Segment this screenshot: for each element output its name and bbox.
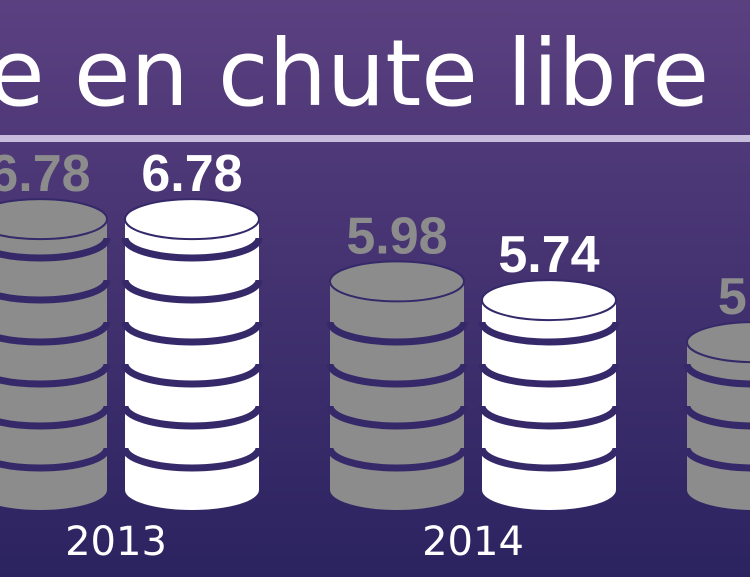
title-underline [0, 135, 750, 142]
coin-edge [326, 405, 468, 430]
coin-edge [683, 405, 750, 430]
coin-top [0, 198, 108, 241]
coin-edge [326, 363, 468, 388]
coin-edge [121, 447, 263, 472]
coin-stack [330, 281, 464, 510]
coin-stack [482, 300, 616, 510]
coin-edge [478, 447, 620, 472]
value-label: 6.78 [0, 145, 91, 203]
value-label: 5.2 [718, 268, 750, 326]
coin-edge [0, 363, 111, 388]
coin-top [329, 260, 465, 303]
coin-edge [121, 363, 263, 388]
coin-edge [683, 447, 750, 472]
coin-edge [0, 447, 111, 472]
value-label: 5.74 [498, 226, 599, 284]
coin-edge [0, 279, 111, 304]
value-label: 6.78 [141, 145, 242, 203]
value-label: 5.98 [346, 207, 447, 265]
coin-edge [121, 237, 263, 262]
coin-stack [0, 219, 107, 510]
coin-edge [121, 405, 263, 430]
coin-edge [478, 321, 620, 346]
coin-edge [478, 363, 620, 388]
coin-edge [478, 405, 620, 430]
coin-edge [0, 405, 111, 430]
coin-edge [326, 321, 468, 346]
coin-top [686, 321, 750, 364]
coin-stack [125, 219, 259, 510]
coin-edge [121, 321, 263, 346]
x-tick-label: 2014 [422, 519, 524, 565]
x-tick-label: 2013 [65, 519, 167, 565]
coin-top [481, 279, 617, 322]
coin-edge [326, 447, 468, 472]
coin-edge [121, 279, 263, 304]
chart-title: e en chute libre [0, 20, 709, 127]
coin-top [124, 198, 260, 241]
coin-edge [0, 321, 111, 346]
coin-edge [683, 363, 750, 388]
coin-edge [0, 237, 111, 262]
